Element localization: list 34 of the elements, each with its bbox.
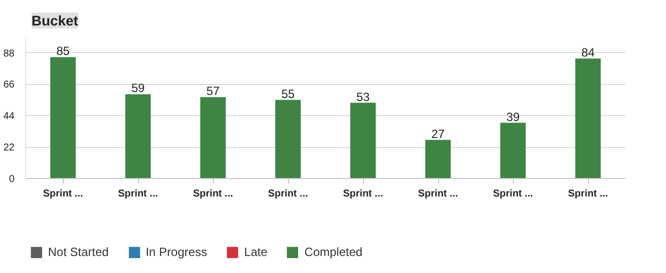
- y-tick-label: 66: [3, 80, 15, 91]
- y-tick-label: 88: [3, 48, 15, 60]
- data-label: 55: [281, 86, 295, 101]
- y-tick-label: 22: [3, 142, 15, 154]
- data-label: 27: [431, 126, 445, 141]
- bar: [575, 58, 601, 178]
- chart-title: Bucket: [32, 12, 79, 28]
- y-tick-label: 44: [3, 111, 15, 122]
- x-tick-label: Sprint ...: [493, 188, 534, 200]
- x-tick-label: Sprint ...: [268, 188, 308, 200]
- bar: [50, 57, 76, 178]
- data-label: 39: [506, 110, 520, 124]
- data-label: 84: [581, 46, 595, 60]
- bar: [125, 94, 151, 178]
- data-label: 57: [206, 84, 220, 98]
- x-tick-label: Sprint ...: [418, 188, 458, 200]
- x-tick-label: Sprint ...: [343, 188, 384, 200]
- y-tick-label: 0: [8, 174, 15, 185]
- x-tick-label: Sprint ...: [43, 188, 84, 200]
- data-label: 59: [131, 81, 145, 96]
- data-label: 53: [356, 90, 370, 104]
- legend-label: Completed: [304, 244, 362, 259]
- data-label: 85: [56, 44, 70, 58]
- bar: [425, 140, 451, 178]
- bar: [350, 102, 376, 178]
- x-tick-label: Sprint ...: [193, 188, 234, 200]
- legend-label: In Progress: [146, 244, 208, 259]
- bar: [500, 122, 526, 178]
- bar: [275, 100, 301, 178]
- x-tick-label: Sprint ...: [568, 188, 608, 200]
- legend-label: Late: [244, 244, 268, 259]
- bar: [200, 97, 226, 178]
- x-tick-label: Sprint ...: [118, 188, 158, 200]
- legend-label: Not Started: [48, 244, 109, 259]
